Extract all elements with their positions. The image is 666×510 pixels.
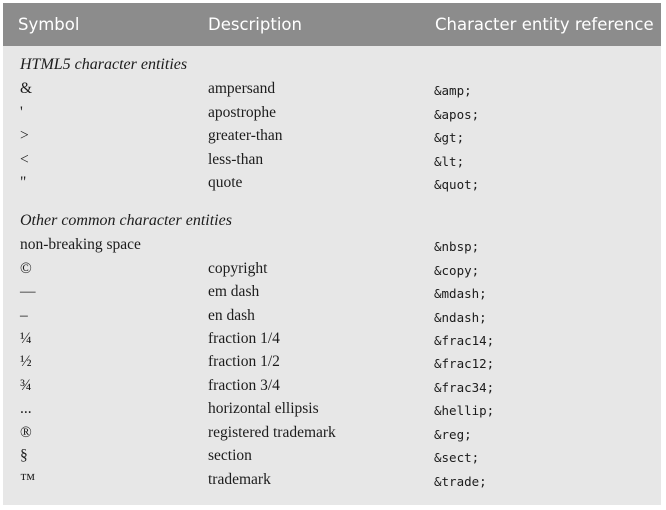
table-row: ® registered trademark &reg; [3, 424, 661, 446]
section-title-html5: HTML5 character entities [20, 56, 188, 73]
reference-cell: &amp; [434, 83, 472, 98]
symbol-cell: — [20, 283, 36, 300]
reference-cell: &frac12; [434, 356, 495, 371]
reference-cell: &ndash; [434, 310, 487, 325]
reference-cell: &quot; [434, 177, 480, 192]
header-symbol: Symbol [18, 15, 80, 34]
reference-cell: &mdash; [434, 286, 487, 301]
symbol-cell: © [20, 260, 32, 277]
reference-cell: &trade; [434, 474, 487, 489]
entity-table: Symbol Description Character entity refe… [3, 3, 661, 505]
symbol-cell: ¼ [20, 330, 32, 347]
description-cell: fraction 1/2 [208, 353, 280, 370]
table-row: ¾ fraction 3/4 &frac34; [3, 377, 661, 399]
table-row: " quote &quot; [3, 174, 661, 196]
reference-cell: &nbsp; [434, 239, 480, 254]
symbol-cell: ¾ [20, 377, 32, 394]
table-row: ¼ fraction 1/4 &frac14; [3, 330, 661, 352]
symbol-cell: § [20, 447, 28, 464]
description-cell: horizontal ellipsis [208, 400, 319, 417]
reference-cell: &hellip; [434, 403, 495, 418]
header-description: Description [208, 15, 302, 34]
header-reference: Character entity reference [435, 15, 654, 34]
section-title-other: Other common character entities [20, 212, 232, 229]
table-row: ™ trademark &trade; [3, 471, 661, 493]
description-cell: apostrophe [208, 104, 277, 121]
table-row: > greater-than &gt; [3, 127, 661, 149]
description-cell: registered trademark [208, 424, 336, 441]
table-row: – en dash &ndash; [3, 307, 661, 329]
description-cell: en dash [208, 307, 255, 324]
description-cell: copyright [208, 260, 268, 277]
reference-cell: &sect; [434, 450, 480, 465]
description-cell: quote [208, 174, 243, 191]
symbol-cell: < [20, 151, 29, 168]
symbol-cell: > [20, 127, 29, 144]
symbol-cell: ... [20, 400, 32, 417]
table-row: & ampersand &amp; [3, 80, 661, 102]
description-cell: greater-than [208, 127, 283, 144]
description-cell: em dash [208, 283, 260, 300]
reference-cell: &lt; [434, 154, 465, 169]
symbol-cell: ½ [20, 353, 32, 370]
reference-cell: &gt; [434, 130, 465, 145]
symbol-cell: – [20, 307, 28, 324]
symbol-cell: ® [20, 424, 32, 441]
description-cell: fraction 3/4 [208, 377, 280, 394]
table-row: — em dash &mdash; [3, 283, 661, 305]
description-cell: fraction 1/4 [208, 330, 280, 347]
reference-cell: &frac34; [434, 380, 495, 395]
table-row: < less-than &lt; [3, 151, 661, 173]
description-cell: ampersand [208, 80, 276, 97]
description-cell: trademark [208, 471, 271, 488]
symbol-cell: & [20, 80, 33, 97]
reference-cell: &reg; [434, 427, 472, 442]
table-row: ' apostrophe &apos; [3, 104, 661, 126]
description-cell: less-than [208, 151, 264, 168]
reference-cell: &frac14; [434, 333, 495, 348]
reference-cell: &copy; [434, 263, 480, 278]
reference-cell: &apos; [434, 107, 480, 122]
symbol-cell: ™ [20, 471, 36, 488]
table-header: Symbol Description Character entity refe… [3, 3, 661, 46]
table-row: ½ fraction 1/2 &frac12; [3, 353, 661, 375]
symbol-cell: ' [20, 104, 23, 121]
table-row: non-breaking space &nbsp; [3, 236, 661, 258]
table-row: © copyright &copy; [3, 260, 661, 282]
symbol-cell: " [20, 174, 27, 191]
table-row: ... horizontal ellipsis &hellip; [3, 400, 661, 422]
symbol-cell: non-breaking space [20, 236, 141, 253]
table-row: § section &sect; [3, 447, 661, 469]
description-cell: section [208, 447, 252, 464]
